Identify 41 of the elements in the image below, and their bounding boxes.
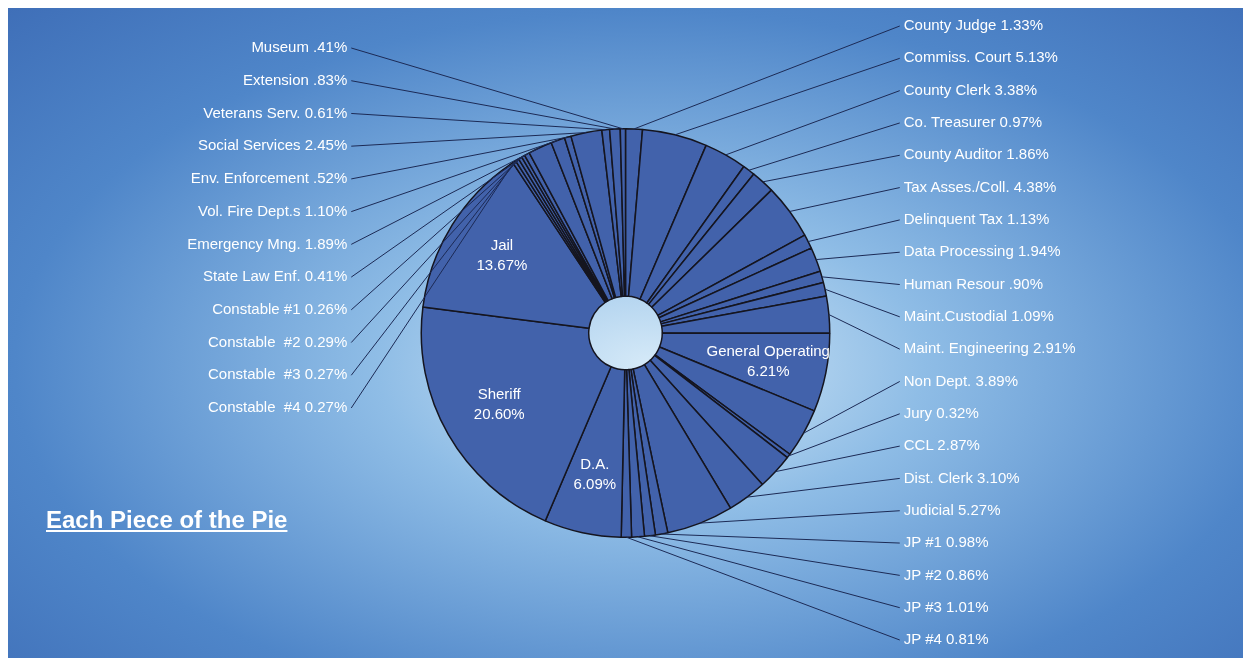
slice-label: Data Processing 1.94% [903,242,1061,260]
slice-label: Social Services 2.45% [198,136,348,154]
slice-label: Co. Treasurer 0.97% [903,113,1043,131]
data-label: 6.21% [746,361,790,379]
slice-label: Tax Asses./Coll. 4.38% [903,177,1057,195]
slice-label: Jail [490,236,514,254]
slice-label: D.A. [580,455,610,473]
slice-label: JP #2 0.86% [903,565,989,583]
slice-label: Constable #4 0.27% [207,398,348,416]
slice-label: Delinquent Tax 1.13% [903,210,1050,228]
slice-label: Jury 0.32% [903,403,979,421]
slice-label: Human Resour .90% [903,274,1043,292]
slice-label: State Law Enf. 0.41% [202,267,348,285]
slice-label: County Auditor 1.86% [903,145,1049,163]
slice-label: JP #1 0.98% [903,533,989,551]
slice-label: Museum .41% [251,38,348,56]
slice-label: Constable #2 0.29% [207,332,348,350]
data-label: 20.60% [473,405,525,423]
slice-label: Env. Enforcement .52% [190,169,348,187]
slice-label: Dist. Clerk 3.10% [903,468,1020,486]
slice-label: Veterans Serv. 0.61% [203,103,348,121]
slice-label: County Judge 1.33% [903,16,1044,34]
slice-label: Vol. Fire Dept.s 1.10% [198,201,348,219]
slice-label: JP #4 0.81% [903,630,989,648]
slice-label: JP #3 1.01% [903,597,989,615]
slice-label: Commiss. Court 5.13% [903,48,1058,66]
slice-label: Maint. Engineering 2.91% [903,339,1076,357]
slice-label: Sheriff [477,385,522,403]
slice-label: Constable #3 0.27% [207,365,348,383]
slice-label: Emergency Mng. 1.89% [187,234,348,252]
slice-label: CCL 2.87% [903,436,980,454]
slice-label: Constable #1 0.26% [212,299,348,317]
slice-label: Maint.Custodial 1.09% [903,306,1054,324]
slice-label: General Operating [706,341,830,359]
slice-label: Extension .83% [243,70,348,88]
data-label: 6.09% [573,475,617,493]
slice-label: Non Dept. 3.89% [903,371,1018,389]
slice-label: Judicial 5.27% [903,500,1001,518]
data-label: 13.67% [476,256,528,274]
slice-label: County Clerk 3.38% [903,80,1038,98]
text: Each Piece of the Pie [46,506,288,534]
